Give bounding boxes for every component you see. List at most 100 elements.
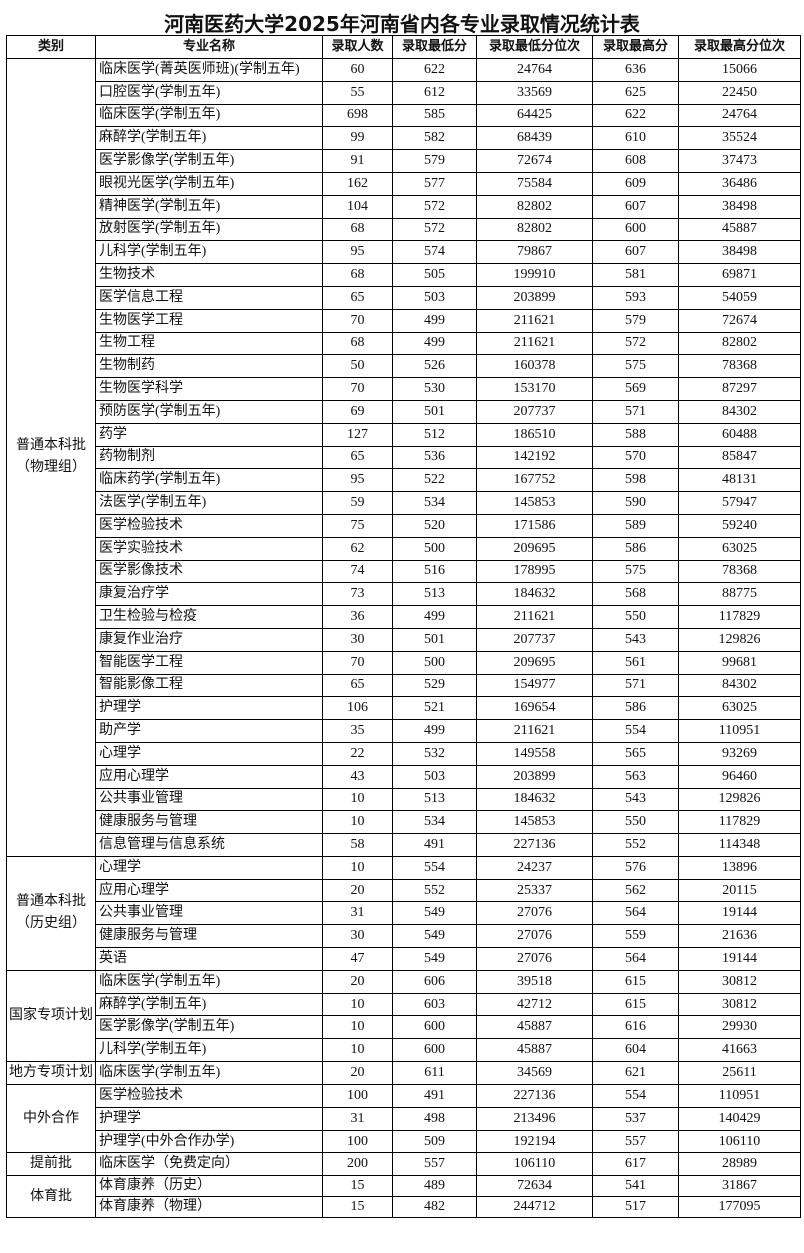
admit-count: 70	[322, 377, 393, 401]
max-rank: 57947	[678, 491, 801, 515]
table-row: 护理学 106 521 169654 586 63025	[7, 696, 801, 721]
min-score: 611	[392, 1061, 477, 1086]
max-score: 543	[592, 787, 679, 812]
max-score: 579	[592, 308, 679, 333]
min-rank: 34569	[476, 1061, 593, 1086]
admit-count: 10	[322, 1038, 393, 1063]
major-name: 医学影像技术	[95, 559, 323, 584]
min-rank: 64425	[476, 103, 593, 128]
max-score: 537	[592, 1106, 679, 1131]
table-row: 体育批 体育康养（历史） 15 489 72634 541 31867	[6, 1175, 801, 1219]
table-row: 智能影像工程 65 529 154977 571 84302	[7, 673, 801, 698]
min-score: 500	[392, 536, 477, 561]
max-rank: 88775	[678, 582, 801, 607]
table-row: 生物制药 50 526 160378 575 78368	[7, 354, 801, 379]
max-score: 586	[592, 696, 679, 721]
admit-count: 10	[322, 787, 393, 812]
min-rank: 211621	[476, 331, 593, 356]
table-row: 临床医学(学制五年) 698 585 64425 622 24764	[7, 103, 801, 128]
major-name: 心理学	[95, 741, 323, 766]
min-score: 512	[392, 422, 477, 447]
min-rank: 154977	[476, 673, 593, 698]
table-row: 儿科学(学制五年) 10 600 45887 604 41663	[7, 1038, 801, 1063]
major-name: 儿科学(学制五年)	[95, 240, 323, 265]
table-row: 口腔医学(学制五年) 55 612 33569 625 22450	[7, 80, 801, 105]
admit-count: 10	[322, 810, 393, 835]
max-score: 590	[592, 491, 679, 515]
min-rank: 209695	[476, 650, 593, 675]
major-name: 预防医学(学制五年)	[95, 399, 323, 424]
major-name: 英语	[95, 947, 323, 971]
table-row: 生物医学工程 70 499 211621 579 72674	[7, 308, 801, 333]
header-row: 类别 专业名称 录取人数 录取最低分 录取最低分位次 录取最高分 录取最高分位次	[6, 35, 801, 59]
max-rank: 45887	[678, 217, 801, 242]
min-rank: 72674	[476, 149, 593, 173]
table-row: 放射医学(学制五年) 68 572 82802 600 45887	[7, 217, 801, 242]
admit-count: 22	[322, 741, 393, 766]
admit-count: 20	[322, 878, 393, 903]
major-name: 助产学	[95, 719, 323, 743]
min-score: 513	[392, 787, 477, 812]
max-score: 604	[592, 1038, 679, 1063]
major-name: 医学信息工程	[95, 285, 323, 310]
table-row: 护理学 31 498 213496 537 140429	[7, 1106, 801, 1131]
min-rank: 211621	[476, 719, 593, 743]
min-rank: 72634	[476, 1175, 593, 1198]
min-rank: 171586	[476, 513, 593, 538]
max-rank: 19144	[678, 947, 801, 971]
min-score: 509	[392, 1129, 477, 1154]
max-rank: 59240	[678, 513, 801, 538]
min-score: 606	[392, 969, 477, 994]
max-score: 552	[592, 833, 679, 857]
table-row: 临床药学(学制五年) 95 522 167752 598 48131	[7, 468, 801, 493]
min-rank: 213496	[476, 1106, 593, 1131]
max-score: 564	[592, 947, 679, 971]
admit-count: 30	[322, 924, 393, 949]
table-row: 麻醉学(学制五年) 10 603 42712 615 30812	[7, 992, 801, 1017]
max-score: 622	[592, 103, 679, 128]
min-rank: 178995	[476, 559, 593, 584]
min-score: 526	[392, 354, 477, 379]
table-row: 药学 127 512 186510 588 60488	[7, 422, 801, 447]
min-rank: 142192	[476, 445, 593, 470]
max-score: 576	[592, 855, 679, 880]
header-count: 录取人数	[322, 35, 393, 59]
max-rank: 25611	[678, 1061, 801, 1086]
min-rank: 160378	[476, 354, 593, 379]
admit-count: 99	[322, 126, 393, 151]
table-row: 法医学(学制五年) 59 534 145853 590 57947	[7, 491, 801, 515]
major-name: 生物医学科学	[95, 377, 323, 401]
table-row: 儿科学(学制五年) 95 574 79867 607 38498	[7, 240, 801, 265]
min-rank: 82802	[476, 217, 593, 242]
max-rank: 72674	[678, 308, 801, 333]
max-score: 615	[592, 992, 679, 1017]
min-score: 549	[392, 901, 477, 926]
min-score: 501	[392, 627, 477, 652]
category-cell: 提前批	[6, 1152, 96, 1177]
major-name: 法医学(学制五年)	[95, 491, 323, 515]
min-score: 585	[392, 103, 477, 128]
admit-count: 47	[322, 947, 393, 971]
min-rank: 24237	[476, 855, 593, 880]
min-score: 501	[392, 399, 477, 424]
category-cell: 普通本科批（物理组）	[6, 58, 96, 857]
admit-count: 70	[322, 308, 393, 333]
admit-count: 100	[322, 1084, 393, 1108]
admit-count: 59	[322, 491, 393, 515]
major-name: 生物制药	[95, 354, 323, 379]
major-name: 麻醉学(学制五年)	[95, 992, 323, 1017]
max-score: 572	[592, 331, 679, 356]
major-name: 康复作业治疗	[95, 627, 323, 652]
max-rank: 36486	[678, 171, 801, 196]
admit-count: 31	[322, 1106, 393, 1131]
admit-count: 106	[322, 696, 393, 721]
admit-count: 60	[322, 58, 393, 82]
table-row: 提前批 临床医学（免费定向） 200 557 106110 617 28989	[6, 1152, 801, 1177]
admit-count: 58	[322, 833, 393, 857]
max-rank: 13896	[678, 855, 801, 880]
max-rank: 63025	[678, 696, 801, 721]
admission-table: 类别 专业名称 录取人数 录取最低分 录取最低分位次 录取最高分 录取最高分位次 普通本科批…	[6, 35, 801, 1219]
admit-count: 31	[322, 901, 393, 926]
min-rank: 211621	[476, 605, 593, 629]
min-score: 549	[392, 924, 477, 949]
